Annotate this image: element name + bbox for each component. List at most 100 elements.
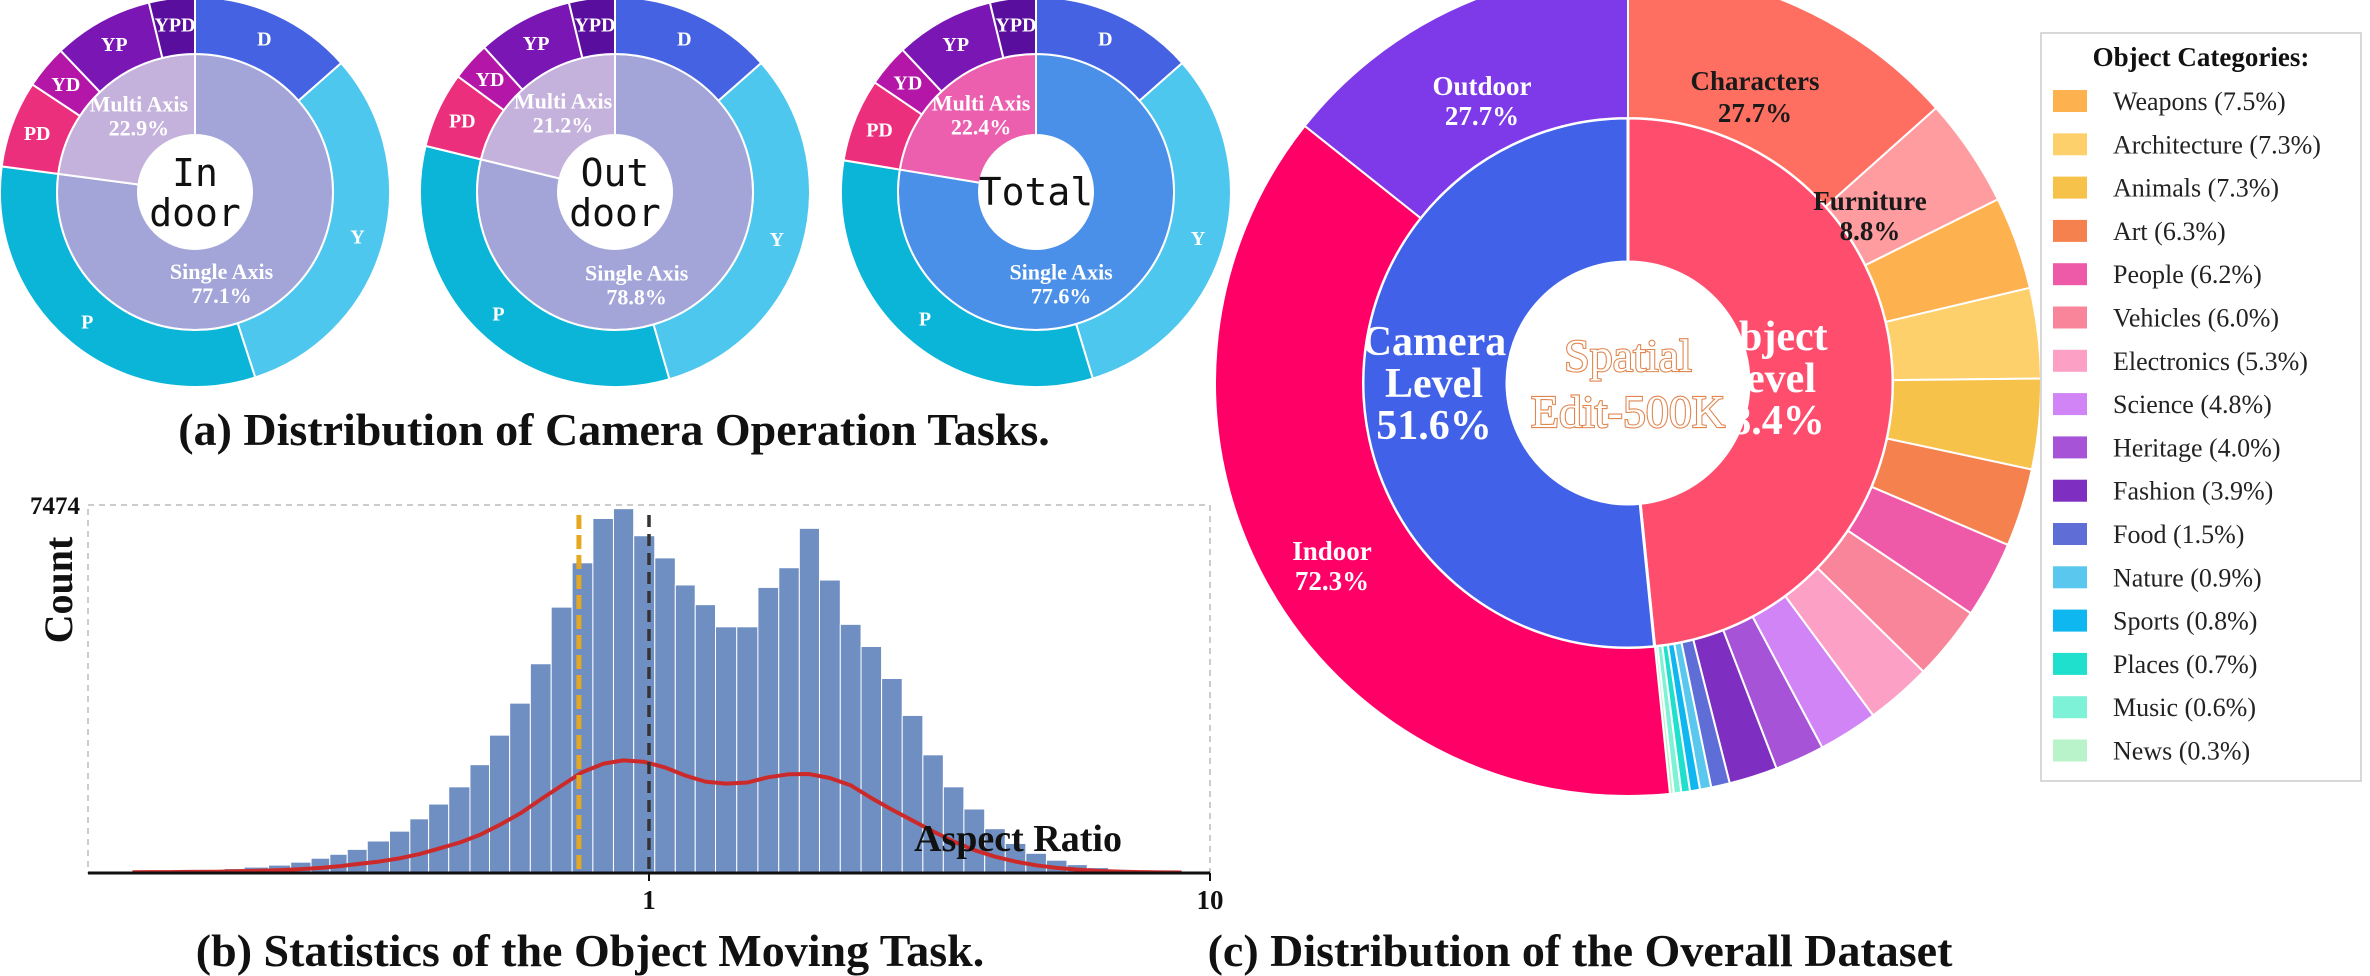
inner-label-multi-axis: Multi Axis bbox=[932, 90, 1031, 115]
outer-slice-outdoor bbox=[1303, 0, 1629, 220]
outer-value-characters: 27.7% bbox=[1718, 98, 1792, 128]
inner-label-camera-level: 51.6% bbox=[1376, 403, 1492, 449]
caption-c: (c) Distribution of the Overall Dataset bbox=[1208, 925, 1953, 976]
outer-label-p: P bbox=[81, 311, 93, 333]
outer-label-yp: YP bbox=[523, 33, 550, 55]
outer-label-ypd: YPD bbox=[574, 15, 615, 37]
legend-swatch bbox=[2053, 696, 2087, 719]
center-label-line: Total bbox=[979, 170, 1093, 214]
kde-curve bbox=[132, 758, 1182, 875]
histogram-bar bbox=[694, 604, 717, 874]
x-axis-label: Aspect Ratio bbox=[914, 818, 1122, 860]
histogram-bar bbox=[346, 848, 368, 874]
center-label-line: In bbox=[172, 151, 218, 195]
legend-swatch bbox=[2053, 90, 2087, 112]
histogram-bar bbox=[736, 626, 759, 874]
legend-swatch bbox=[2053, 306, 2087, 329]
inner-label-camera-level: Camera bbox=[1362, 319, 1507, 365]
histogram-bar bbox=[778, 567, 800, 874]
outer-slice-ypd bbox=[147, 0, 196, 60]
histogram-bar bbox=[612, 508, 635, 874]
legend-swatch bbox=[2053, 133, 2087, 156]
histogram-bar bbox=[860, 646, 883, 874]
outer-slice-indoor bbox=[1214, 124, 1672, 797]
outer-label-yp: YP bbox=[101, 34, 128, 56]
outer-label-d: D bbox=[257, 28, 271, 50]
legend-item-electronics: Electronics (5.3%) bbox=[2113, 347, 2308, 376]
histogram-bar bbox=[409, 818, 430, 874]
inner-label-single-axis: Single Axis bbox=[170, 259, 274, 284]
outer-label-ypd: YPD bbox=[154, 15, 195, 37]
outer-slice-ypd bbox=[988, 0, 1037, 60]
histogram-bar bbox=[509, 702, 531, 874]
y-axis-label: Count bbox=[36, 536, 81, 643]
legend-swatch bbox=[2053, 609, 2087, 632]
outer-label-yd: YD bbox=[893, 73, 922, 95]
legend-item-news: News (0.3%) bbox=[2113, 737, 2250, 766]
inner-label-multi-axis: Multi Axis bbox=[90, 91, 189, 116]
outer-label-characters: Characters bbox=[1691, 66, 1820, 96]
histogram-bar bbox=[798, 527, 820, 874]
histogram-bar bbox=[592, 517, 614, 874]
legend-swatch bbox=[2053, 176, 2087, 199]
legend-item-fashion: Fashion (3.9%) bbox=[2113, 477, 2273, 506]
inner-label-single-axis: Single Axis bbox=[585, 261, 689, 286]
outer-value-indoor: 72.3% bbox=[1295, 566, 1369, 596]
histogram-bar bbox=[469, 764, 490, 874]
outer-label-p: P bbox=[492, 304, 504, 326]
inner-value-multi-axis: 21.2% bbox=[533, 112, 594, 137]
inner-value-multi-axis: 22.9% bbox=[109, 115, 170, 140]
histogram-bar bbox=[839, 623, 862, 874]
legend-item-sports: Sports (0.8%) bbox=[2113, 607, 2257, 636]
histogram-bar bbox=[881, 678, 903, 874]
legend-item-weapons: Weapons (7.5%) bbox=[2113, 87, 2286, 116]
legend-item-vehicles: Vehicles (6.0%) bbox=[2113, 304, 2279, 333]
donut-center bbox=[979, 135, 1093, 249]
caption-a: (a) Distribution of Camera Operation Tas… bbox=[178, 404, 1049, 455]
outer-label-yp: YP bbox=[942, 34, 969, 56]
legend-item-heritage: Heritage (4.0%) bbox=[2113, 433, 2280, 462]
outer-slice-p bbox=[419, 144, 671, 388]
outer-label-outdoor: Outdoor bbox=[1432, 71, 1531, 101]
histogram-bar bbox=[366, 840, 390, 874]
legend-swatch bbox=[2053, 652, 2087, 675]
inner-value-single-axis: 77.6% bbox=[1031, 284, 1092, 309]
outer-label-ypd: YPD bbox=[995, 15, 1036, 37]
histogram-bar bbox=[488, 734, 511, 874]
histogram-bar bbox=[571, 562, 594, 874]
outer-label-d: D bbox=[1098, 28, 1112, 50]
legend-item-architecture: Architecture (7.3%) bbox=[2113, 130, 2321, 159]
outer-label-pd: PD bbox=[24, 123, 51, 145]
outer-label-pd: PD bbox=[449, 111, 476, 133]
legend-swatch bbox=[2053, 479, 2087, 502]
donut-center bbox=[138, 135, 252, 249]
outer-slice-p bbox=[840, 159, 1094, 388]
legend-item-places: Places (0.7%) bbox=[2113, 650, 2257, 679]
histogram-bar bbox=[715, 626, 738, 874]
center-label-line: Edit-500K bbox=[1531, 386, 1725, 437]
inner-value-single-axis: 77.1% bbox=[191, 283, 252, 308]
histogram-bar bbox=[654, 557, 676, 874]
legend-swatch bbox=[2053, 219, 2087, 242]
outer-value-furniture: 8.8% bbox=[1840, 216, 1901, 246]
outer-label-y: Y bbox=[1191, 228, 1206, 250]
caption-b: (b) Statistics of the Object Moving Task… bbox=[196, 925, 984, 976]
center-label-line: Spatial bbox=[1564, 330, 1692, 381]
outer-value-outdoor: 27.7% bbox=[1445, 101, 1519, 131]
center-label-line: Out bbox=[581, 151, 650, 195]
outer-label-y: Y bbox=[350, 226, 365, 248]
outer-label-y: Y bbox=[770, 229, 785, 251]
object-categories-legend: Object Categories: Weapons (7.5%) Architec… bbox=[2040, 32, 2362, 782]
donut-center bbox=[558, 135, 672, 249]
legend-swatch bbox=[2053, 523, 2087, 545]
overall-dataset-donut-chart: ObjectLevel48.4%CameraLevel51.6%Characte… bbox=[1214, 0, 2042, 797]
histogram-bar bbox=[550, 606, 573, 874]
histogram-bar bbox=[428, 803, 450, 874]
legend-item-people: People (6.2%) bbox=[2113, 260, 2262, 289]
center-label-line: door bbox=[149, 191, 241, 235]
outer-slice-ypd bbox=[567, 0, 616, 60]
histogram-bar bbox=[757, 586, 780, 874]
